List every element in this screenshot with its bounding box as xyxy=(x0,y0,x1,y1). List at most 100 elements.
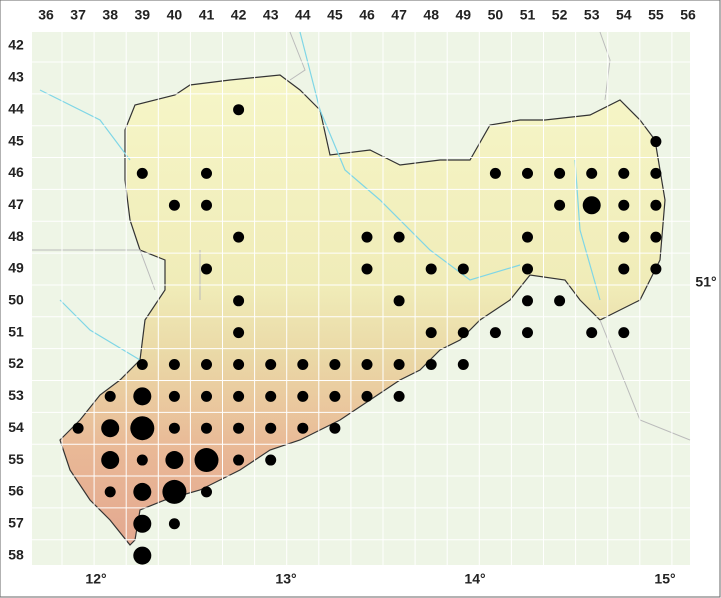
occurrence-dot xyxy=(168,422,180,434)
row-label: 47 xyxy=(8,196,24,212)
occurrence-dot xyxy=(201,167,212,179)
occurrence-dot xyxy=(233,104,245,116)
occurrence-dot xyxy=(618,167,630,179)
occurrence-dot xyxy=(586,167,598,179)
latitude-label: 51° xyxy=(695,274,716,290)
rivers xyxy=(39,31,601,361)
occurrence-dot xyxy=(136,167,148,179)
column-label: 47 xyxy=(391,7,407,23)
column-label: 55 xyxy=(648,7,664,23)
occurrence-dot xyxy=(133,514,152,533)
occurrence-dot xyxy=(650,199,662,211)
occurrence-dot xyxy=(457,327,469,339)
occurrence-dot xyxy=(233,327,245,339)
column-label: 45 xyxy=(327,7,343,23)
column-label: 43 xyxy=(263,7,279,23)
row-label: 51 xyxy=(8,323,24,339)
row-label: 42 xyxy=(8,37,24,53)
column-label: 44 xyxy=(295,7,311,23)
occurrence-dot xyxy=(361,263,373,275)
occurrence-dot xyxy=(297,422,309,434)
occurrence-dot xyxy=(393,359,405,370)
occurrence-dot xyxy=(393,231,405,243)
row-label: 58 xyxy=(8,546,24,562)
row-label: 50 xyxy=(8,292,24,308)
occurrence-dot xyxy=(361,231,373,243)
occurrence-dot xyxy=(457,263,469,275)
occurrence-dot xyxy=(425,263,437,275)
column-label: 38 xyxy=(102,7,118,23)
column-label: 51 xyxy=(520,7,536,23)
occurrence-dot xyxy=(522,231,533,243)
column-label: 41 xyxy=(199,7,215,23)
occurrence-dot xyxy=(650,263,662,275)
occurrence-dot xyxy=(425,327,437,339)
occurrence-dot xyxy=(554,295,566,307)
occurrence-dot xyxy=(162,479,187,504)
column-label: 46 xyxy=(359,7,375,23)
column-label: 49 xyxy=(456,7,472,23)
grid xyxy=(32,32,705,573)
occurrence-dot xyxy=(489,167,501,179)
occurrence-dot xyxy=(361,359,373,370)
column-label: 48 xyxy=(423,7,439,23)
occurrence-dot xyxy=(168,518,180,530)
occurrence-dot xyxy=(201,263,212,275)
occurrence-dot xyxy=(133,546,152,565)
occurrence-dot xyxy=(522,295,533,307)
occurrence-dot xyxy=(329,390,341,402)
occurrence-dot xyxy=(201,390,212,402)
occurrence-dot xyxy=(618,263,630,275)
occurrence-dot xyxy=(168,359,180,370)
occurrence-dot xyxy=(136,454,148,466)
occurrence-dot xyxy=(554,199,566,211)
occurrence-dot xyxy=(265,454,277,466)
occurrence-dot xyxy=(265,422,277,434)
column-label: 36 xyxy=(38,7,54,23)
occurrence-dot xyxy=(265,359,277,370)
occurrence-dot xyxy=(101,451,120,470)
column-label: 37 xyxy=(70,7,86,23)
row-label: 57 xyxy=(8,514,24,530)
occurrence-dot xyxy=(361,390,373,402)
occurrence-dot xyxy=(165,451,184,470)
row-label: 45 xyxy=(8,132,24,148)
row-label: 56 xyxy=(8,483,24,499)
row-label: 49 xyxy=(8,260,24,276)
borders xyxy=(32,31,691,441)
occurrence-dot xyxy=(393,390,405,402)
column-label: 53 xyxy=(584,7,600,23)
occurrence-dot xyxy=(618,231,630,243)
occurrence-dot xyxy=(104,390,116,402)
row-label: 55 xyxy=(8,451,24,467)
occurrence-dot xyxy=(201,359,212,370)
occurrence-dot xyxy=(582,196,601,215)
longitude-label: 12° xyxy=(85,571,106,587)
occurrence-dot xyxy=(233,231,245,243)
column-label: 54 xyxy=(616,7,632,23)
occurrence-dot xyxy=(618,327,630,339)
occurrence-dot xyxy=(233,295,245,307)
row-label: 52 xyxy=(8,355,24,371)
row-label: 43 xyxy=(8,69,24,85)
occurrence-dot xyxy=(133,387,152,406)
occurrence-dot xyxy=(168,390,180,402)
occurrence-dot xyxy=(201,486,212,498)
occurrence-dot xyxy=(136,359,148,370)
occurrence-dot xyxy=(297,359,309,370)
occurrence-dot xyxy=(329,422,341,434)
column-label: 42 xyxy=(231,7,247,23)
occurrence-dot xyxy=(489,327,501,339)
occurrence-dot xyxy=(104,486,116,498)
occurrence-dot xyxy=(586,327,598,339)
occurrence-dot xyxy=(233,422,245,434)
row-label: 48 xyxy=(8,228,24,244)
occurrence-dot xyxy=(72,422,84,434)
occurrence-dot xyxy=(522,167,533,179)
column-label: 52 xyxy=(552,7,568,23)
occurrence-dot xyxy=(393,295,405,307)
occurrence-dot xyxy=(201,422,212,434)
longitude-label: 14° xyxy=(464,571,485,587)
occurrence-dot xyxy=(130,416,155,441)
occurrence-dot xyxy=(233,359,245,370)
